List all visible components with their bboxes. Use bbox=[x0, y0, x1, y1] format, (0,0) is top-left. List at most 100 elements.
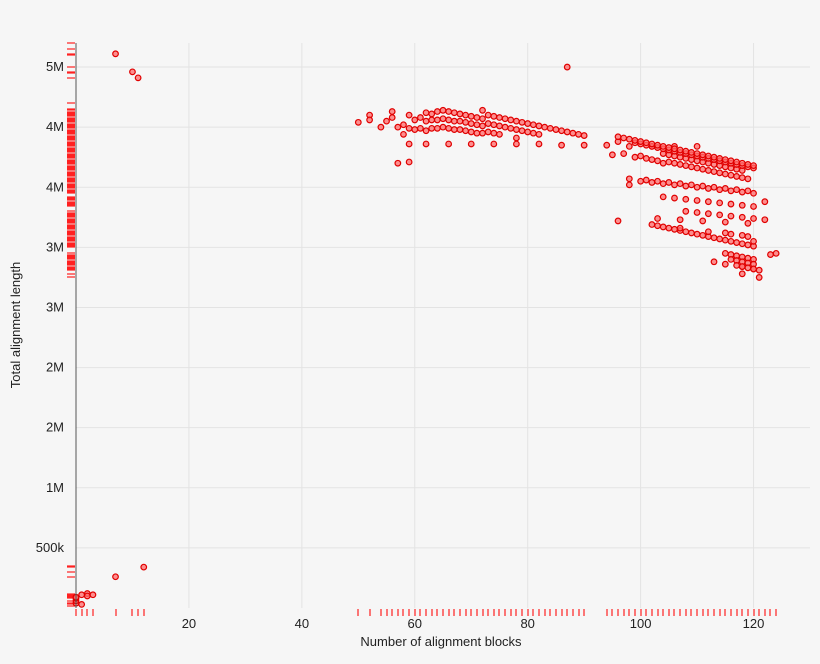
data-point bbox=[631, 136, 639, 144]
data-point bbox=[558, 141, 565, 149]
data-point bbox=[721, 260, 729, 268]
data-point bbox=[659, 159, 667, 167]
data-point bbox=[665, 158, 673, 166]
data-point bbox=[767, 251, 774, 258]
data-point bbox=[704, 210, 712, 218]
data-point bbox=[721, 229, 729, 237]
data-point bbox=[716, 211, 724, 219]
data-point bbox=[693, 142, 701, 150]
data-point bbox=[513, 117, 520, 125]
data-point bbox=[445, 124, 453, 132]
data-point bbox=[744, 219, 752, 227]
data-point bbox=[479, 106, 486, 114]
data-point bbox=[490, 112, 498, 120]
y-tick-labels: 500k 1M 2M 2M 3M 3M 4M 4M 5M bbox=[36, 59, 65, 555]
data-point bbox=[467, 140, 475, 148]
data-point bbox=[693, 197, 701, 204]
data-point bbox=[688, 229, 695, 237]
data-point bbox=[716, 235, 724, 243]
data-point bbox=[394, 123, 402, 131]
data-point bbox=[484, 128, 492, 136]
x-tick-label: 20 bbox=[182, 616, 196, 631]
data-point bbox=[366, 116, 374, 124]
data-point bbox=[648, 156, 656, 164]
data-point bbox=[676, 216, 684, 224]
data-point bbox=[727, 237, 735, 245]
data-point bbox=[450, 117, 458, 125]
data-point bbox=[563, 128, 571, 136]
data-point bbox=[744, 233, 752, 240]
data-point bbox=[405, 124, 413, 132]
data-point bbox=[388, 114, 396, 121]
y-tick-label: 3M bbox=[46, 239, 64, 254]
data-point bbox=[614, 133, 622, 141]
data-point bbox=[699, 231, 707, 239]
data-point bbox=[518, 118, 526, 126]
data-point bbox=[490, 140, 498, 148]
data-point bbox=[738, 270, 746, 278]
data-point bbox=[394, 159, 402, 167]
data-point bbox=[439, 115, 447, 123]
data-point bbox=[676, 224, 684, 232]
data-point bbox=[83, 592, 91, 600]
y-tick-label: 1M bbox=[46, 480, 64, 495]
data-point bbox=[620, 134, 628, 142]
x-tick-label: 60 bbox=[408, 616, 422, 631]
data-point bbox=[603, 141, 611, 149]
data-point bbox=[693, 150, 701, 157]
data-point bbox=[484, 120, 492, 127]
data-point bbox=[524, 120, 532, 127]
data-point bbox=[716, 155, 724, 162]
data-point bbox=[750, 189, 757, 197]
data-point bbox=[529, 121, 537, 129]
data-point bbox=[450, 126, 458, 133]
data-point bbox=[682, 162, 690, 170]
data-point bbox=[377, 123, 385, 131]
data-point bbox=[78, 591, 86, 599]
data-point bbox=[699, 217, 707, 225]
data-point bbox=[433, 124, 441, 132]
data-point bbox=[405, 158, 413, 166]
data-point bbox=[738, 240, 746, 248]
data-point bbox=[433, 116, 441, 124]
data-point bbox=[625, 135, 633, 143]
y-tick-label: 2M bbox=[46, 420, 64, 435]
data-point bbox=[625, 175, 633, 183]
data-point bbox=[676, 180, 684, 188]
data-point bbox=[417, 124, 424, 132]
data-point bbox=[682, 228, 690, 236]
data-point bbox=[614, 217, 622, 225]
data-point bbox=[727, 200, 735, 208]
data-point bbox=[648, 221, 656, 228]
data-point bbox=[733, 186, 740, 194]
data-point bbox=[563, 63, 571, 71]
data-point bbox=[744, 187, 752, 195]
data-point bbox=[750, 215, 757, 222]
data-point bbox=[659, 223, 667, 231]
data-point bbox=[738, 159, 746, 167]
data-point bbox=[642, 139, 650, 147]
data-point bbox=[704, 228, 712, 236]
data-point bbox=[422, 117, 430, 125]
data-point bbox=[462, 111, 469, 119]
data-point bbox=[428, 110, 436, 118]
data-point bbox=[513, 126, 520, 133]
data-point bbox=[671, 225, 678, 233]
data-point bbox=[620, 150, 628, 157]
data-point bbox=[445, 116, 453, 124]
data-point bbox=[405, 140, 413, 148]
x-tick-label: 80 bbox=[520, 616, 534, 631]
data-point bbox=[654, 177, 661, 185]
data-point bbox=[688, 148, 695, 156]
data-point bbox=[750, 237, 757, 245]
x-tick-label: 100 bbox=[630, 616, 652, 631]
data-point bbox=[445, 140, 453, 148]
data-point bbox=[761, 216, 769, 224]
data-point bbox=[479, 129, 486, 137]
data-point bbox=[671, 181, 678, 189]
data-point bbox=[721, 156, 729, 164]
data-point bbox=[112, 50, 119, 58]
data-point bbox=[688, 163, 695, 171]
data-point bbox=[484, 111, 492, 119]
